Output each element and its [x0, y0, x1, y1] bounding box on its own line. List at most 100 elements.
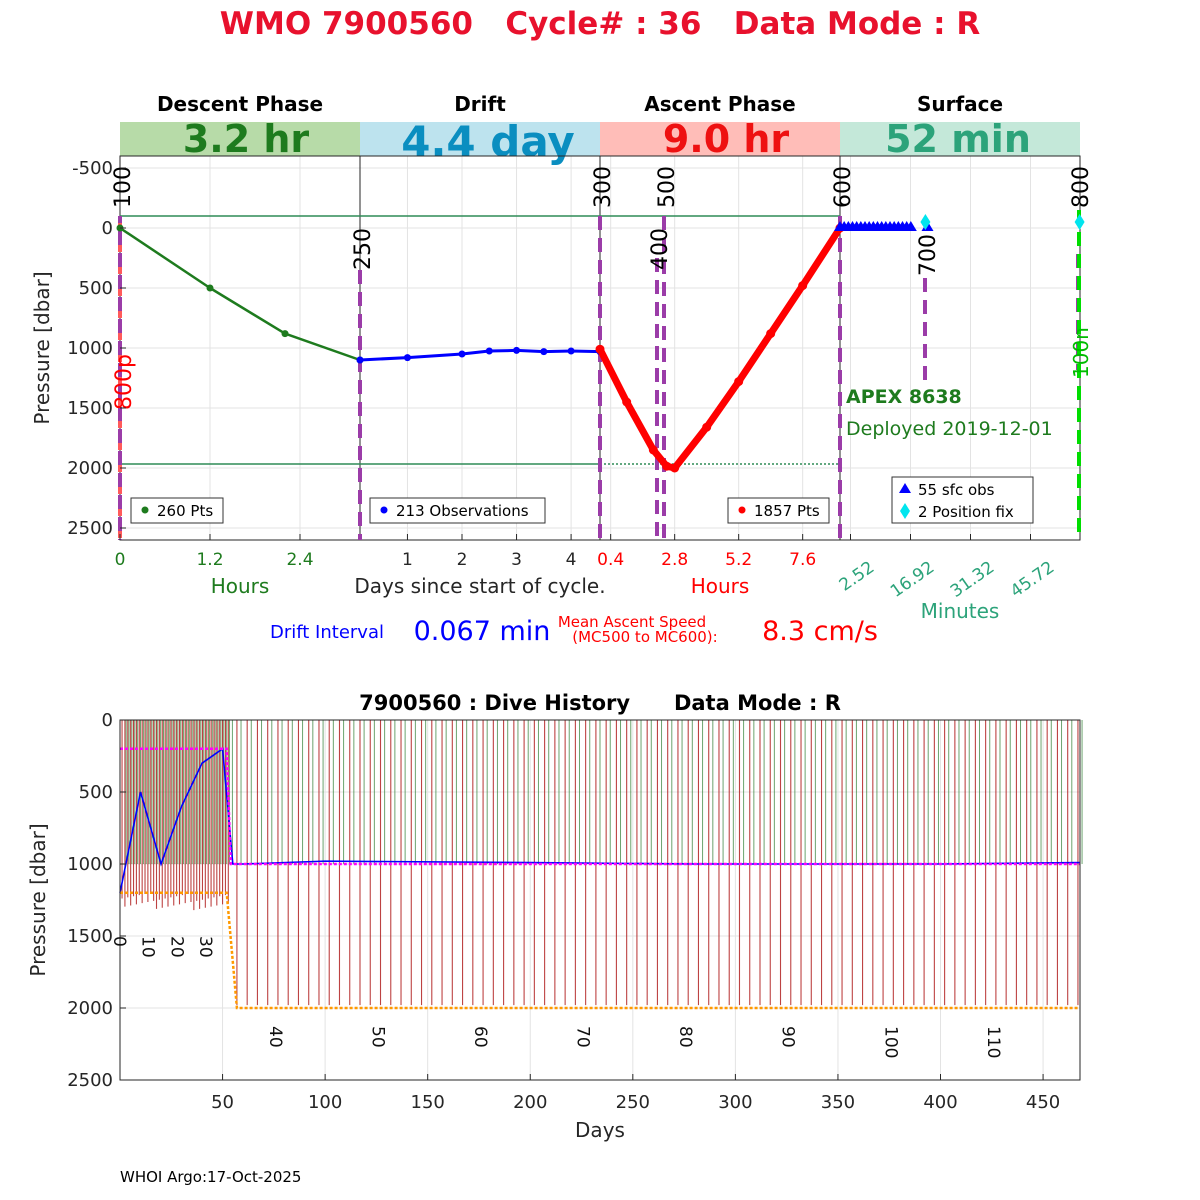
phase-band-surface: [840, 122, 1080, 156]
surface-obs-point-17: [904, 221, 917, 231]
cycle-label-6: 60: [470, 1026, 490, 1048]
phase-title-surface: Surface: [917, 92, 1003, 116]
legend-surface-box: [891, 476, 1034, 524]
top-x-tick-label-0-1: 1.2: [196, 550, 223, 570]
top-y-axis-label: Pressure [dbar]: [30, 271, 54, 424]
ascent-speed-sublabel: (MC500 to MC600):: [572, 628, 717, 646]
series-point-0-1: [206, 284, 214, 292]
deployment-date: Deployed 2019-12-01: [846, 418, 1053, 440]
legend-drift-marker: [380, 506, 388, 514]
series-point-2-0: [595, 344, 605, 354]
mission-label-700: 700: [916, 234, 941, 276]
green-marker-label: 100n: [1069, 327, 1093, 378]
top-x-tick-label-1-1: 2: [457, 550, 468, 570]
series-point-2-5: [702, 422, 712, 432]
ascent-speed-value: 8.3 cm/s: [762, 616, 878, 647]
top-x-tick-label-2-1: 2.8: [661, 550, 688, 570]
bottom-x-tick-label-3: 200: [513, 1092, 547, 1113]
bottom-y-tick-label-2: 1000: [67, 854, 113, 875]
cycle-label-7: 70: [573, 1026, 593, 1048]
legend-descent-marker: [141, 506, 149, 514]
bottom-y-axis: 0 500 1000 1500 2000 2500: [67, 710, 126, 1091]
position-fix-point-0: [920, 214, 931, 230]
mission-label-250: 250: [351, 228, 376, 270]
top-x-tick-label-0-2: 2.4: [286, 550, 313, 570]
phase-duration-drift: 4.4 day: [401, 117, 575, 166]
top-panel: 100 250 300 400 500 600 700 800 800p 100…: [30, 155, 1094, 647]
series-point-1-4: [513, 346, 521, 354]
legend-surface: 55 sfc obs 2 Position fix: [891, 476, 1034, 524]
series-point-1-0: [356, 356, 364, 364]
top-y-tick-label-0: -500: [72, 158, 113, 179]
drift-x-axis-label: Days since start of cycle.: [354, 574, 605, 598]
bottom-x-tick-label-0: 50: [211, 1092, 234, 1113]
top-x-tick-label-3-2: 31.32: [947, 558, 998, 602]
bottom-x-tick-label-8: 450: [1026, 1092, 1060, 1113]
bottom-y-tick-label-0: 0: [102, 710, 113, 731]
drift-interval-value: 0.067 min: [414, 616, 551, 647]
ascent-speed-label: Mean Ascent Speed: [558, 613, 706, 631]
phase-title-drift: Drift: [454, 92, 506, 116]
top-x-tick-label-2-0: 0.4: [597, 550, 624, 570]
red-marker-label: 800p: [112, 354, 137, 410]
figure-title: WMO 7900560 Cycle# : 36 Data Mode : R: [220, 6, 981, 42]
top-x-tick-label-0-0: 0: [115, 550, 126, 570]
top-y-tick-label-4: 1500: [67, 398, 113, 419]
mission-label-400: 400: [648, 228, 673, 270]
mission-label-600: 600: [831, 166, 856, 208]
bottom-x-axis-label: Days: [575, 1118, 625, 1142]
bottom-x-tick-label-1: 100: [308, 1092, 342, 1113]
cycle-label-1: 10: [138, 936, 158, 958]
series-point-2-2: [648, 445, 658, 455]
bottom-y-tick-label-1: 500: [79, 782, 113, 803]
top-y-axis: -500 0 500 1000 1500 2000 2500: [67, 158, 126, 539]
bottom-axes-frame: [119, 719, 1081, 1081]
cycle-label-11: 110: [983, 1026, 1003, 1058]
cycle-label-10: 100: [880, 1026, 900, 1058]
bottom-y-tick-label-4: 2000: [67, 998, 113, 1019]
legend-ascent-marker: [738, 506, 746, 514]
cycle-label-0: 0: [109, 936, 129, 947]
cycle-label-3: 30: [195, 936, 215, 958]
series-point-2-4: [670, 463, 680, 473]
top-x-tick-label-2-3: 7.6: [789, 550, 816, 570]
cycle-label-9: 90: [778, 1026, 798, 1048]
series-line-2: [596, 226, 843, 472]
phase-headers: Descent Phase Drift Ascent Phase Surface…: [120, 92, 1080, 166]
series-point-2-8: [798, 281, 808, 291]
series-point-2-7: [766, 329, 776, 339]
phase-duration-surface: 52 min: [885, 117, 1031, 161]
drift-interval-label: Drift Interval: [270, 622, 384, 643]
series-point-2-3: [662, 461, 672, 471]
series-point-1-5: [540, 348, 548, 356]
legend-position-fix-label: 2 Position fix: [918, 503, 1014, 521]
surface-x-axis-label: Minutes: [921, 599, 1000, 623]
legend-ascent-label: 1857 Pts: [754, 502, 820, 520]
series-point-1-6: [567, 347, 575, 355]
bottom-x-tick-label-5: 300: [718, 1092, 752, 1113]
phase-band-ascent: [600, 122, 840, 156]
series-point-1-2: [458, 350, 466, 358]
legend-position-fix-marker: [900, 503, 910, 519]
top-y-tick-label-5: 2000: [67, 458, 113, 479]
series-point-1-3: [485, 347, 493, 355]
series-point-2-6: [734, 377, 744, 387]
bottom-x-tick-label-4: 250: [616, 1092, 650, 1113]
series-point-2-1: [622, 397, 632, 407]
top-x-tick-label-3-1: 16.92: [887, 558, 938, 602]
series-line-1: [359, 348, 601, 362]
legend-descent-label: 260 Pts: [157, 502, 213, 520]
dive-history-title: 7900560 : Dive History Data Mode : R: [359, 691, 841, 715]
descent-x-axis-label: Hours: [211, 574, 270, 598]
legend-ascent: 1857 Pts: [727, 497, 830, 524]
bottom-y-axis-label: Pressure [dbar]: [26, 823, 50, 976]
series-point-1-1: [403, 354, 411, 362]
top-x-tick-label-3-3: 45.72: [1007, 558, 1058, 602]
series-line-0: [119, 226, 361, 362]
top-y-tick-label-1: 0: [102, 218, 113, 239]
top-y-tick-label-2: 500: [79, 278, 113, 299]
bottom-x-axis: 50 100 150 200 250 300 350 400 450: [211, 1074, 1060, 1113]
profile-target-line: [120, 891, 1080, 1010]
park-target-line: [120, 747, 1080, 866]
